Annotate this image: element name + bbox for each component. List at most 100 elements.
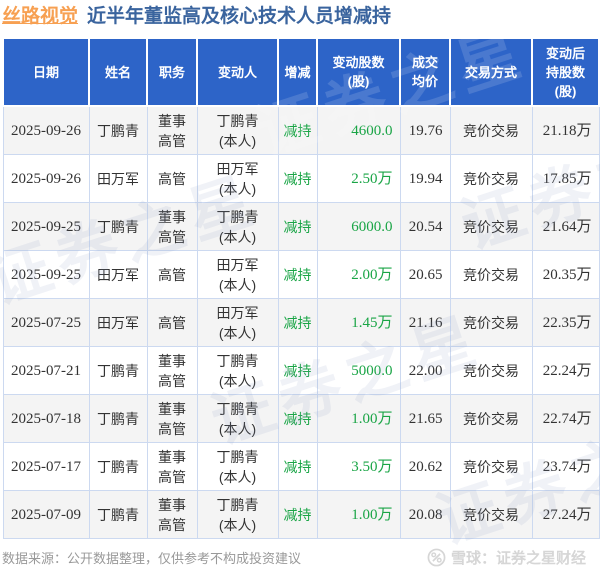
cell-position: 高管	[146, 250, 198, 299]
cell-name: 丁鹏青	[88, 202, 148, 251]
cell-position: 高管	[146, 298, 198, 347]
cell-avg-price: 20.54	[399, 202, 451, 251]
cell-avg-price: 22.00	[399, 346, 451, 395]
column-header: 变动人	[196, 37, 279, 107]
cell-position: 高管	[146, 154, 198, 203]
cell-avg-price: 20.65	[399, 250, 451, 299]
cell-shares-changed: 2.00万	[316, 250, 401, 299]
cell-position: 董事 高管	[146, 490, 198, 539]
cell-avg-price: 21.65	[399, 394, 451, 443]
table-row: 2025-07-18 丁鹏青 董事 高管 丁鹏青 (本人) 减持 1.00万 21.65 竞价…	[2, 394, 600, 443]
cell-name: 丁鹏青	[88, 105, 148, 155]
cell-shares-changed: 1.45万	[316, 298, 401, 347]
cell-trade-type: 竞价交易	[449, 250, 533, 299]
cell-shares-after: 23.74万	[531, 442, 600, 491]
cell-avg-price: 20.08	[399, 490, 451, 539]
cell-direction: 减持	[277, 346, 318, 395]
cell-date: 2025-09-26	[2, 105, 90, 155]
cell-date: 2025-07-18	[2, 394, 90, 443]
cell-shares-after: 22.35万	[531, 298, 600, 347]
cell-date: 2025-07-25	[2, 298, 90, 347]
brand-badge: 雪球：证券之星财经	[427, 547, 586, 568]
cell-direction: 减持	[277, 154, 318, 203]
cell-changer: 田万军 (本人)	[196, 250, 279, 299]
table-row: 2025-07-21 丁鹏青 董事 高管 丁鹏青 (本人) 减持 5000.0 22.00 竞…	[2, 346, 600, 395]
column-header: 变动后 持股数 (股)	[531, 37, 600, 107]
cell-changer: 田万军 (本人)	[196, 154, 279, 203]
cell-shares-changed: 5000.0	[316, 346, 401, 395]
cell-date: 2025-09-25	[2, 250, 90, 299]
cell-trade-type: 竞价交易	[449, 298, 533, 347]
stock-name-link[interactable]: 丝路视觉	[2, 6, 79, 27]
cell-date: 2025-07-17	[2, 442, 90, 491]
page-title: 丝路视觉 近半年董监高及核心技术人员增减持	[0, 0, 600, 37]
table-body: 2025-09-26 丁鹏青 董事 高管 丁鹏青 (本人) 减持 4600.0 19.76 竞…	[2, 105, 600, 539]
column-header: 成交 均价	[399, 37, 451, 107]
cell-shares-changed: 1.00万	[316, 394, 401, 443]
cell-shares-after: 22.24万	[531, 346, 600, 395]
table-row: 2025-09-26 丁鹏青 董事 高管 丁鹏青 (本人) 减持 4600.0 19.76 竞…	[2, 105, 600, 155]
cell-date: 2025-09-25	[2, 202, 90, 251]
cell-changer: 田万军 (本人)	[196, 298, 279, 347]
cell-trade-type: 竞价交易	[449, 105, 533, 155]
cell-direction: 减持	[277, 442, 318, 491]
cell-name: 田万军	[88, 250, 148, 299]
cell-position: 董事 高管	[146, 442, 198, 491]
cell-date: 2025-07-21	[2, 346, 90, 395]
cell-direction: 减持	[277, 298, 318, 347]
cell-direction: 减持	[277, 394, 318, 443]
cell-shares-changed: 1.00万	[316, 490, 401, 539]
table-header: 日期 姓名 职务 变动人 增减 变动股数 (股) 成交 均价 交易方式 变动后 持股数 (股)	[2, 37, 600, 107]
footer: 数据来源：公开数据整理，仅供参考不构成投资建议 雪球：证券之星财经	[2, 547, 598, 568]
cell-direction: 减持	[277, 105, 318, 155]
cell-name: 丁鹏青	[88, 442, 148, 491]
cell-direction: 减持	[277, 250, 318, 299]
column-header: 增减	[277, 37, 318, 107]
cell-shares-after: 20.35万	[531, 250, 600, 299]
cell-shares-after: 21.64万	[531, 202, 600, 251]
cell-avg-price: 20.62	[399, 442, 451, 491]
cell-avg-price: 19.94	[399, 154, 451, 203]
data-source-note: 数据来源：公开数据整理，仅供参考不构成投资建议	[2, 551, 302, 566]
cell-name: 丁鹏青	[88, 394, 148, 443]
cell-trade-type: 竞价交易	[449, 346, 533, 395]
cell-trade-type: 竞价交易	[449, 442, 533, 491]
cell-avg-price: 19.76	[399, 105, 451, 155]
cell-changer: 丁鹏青 (本人)	[196, 202, 279, 251]
cell-trade-type: 竞价交易	[449, 202, 533, 251]
cell-shares-changed: 6000.0	[316, 202, 401, 251]
cell-avg-price: 21.16	[399, 298, 451, 347]
cell-position: 董事 高管	[146, 105, 198, 155]
cell-position: 董事 高管	[146, 346, 198, 395]
brand-text: 雪球：证券之星财经	[450, 550, 586, 567]
cell-changer: 丁鹏青 (本人)	[196, 490, 279, 539]
cell-position: 董事 高管	[146, 202, 198, 251]
table-header-row: 日期 姓名 职务 变动人 增减 变动股数 (股) 成交 均价 交易方式 变动后 持股数 (股)	[2, 37, 600, 107]
column-header: 职务	[146, 37, 198, 107]
cell-direction: 减持	[277, 490, 318, 539]
cell-trade-type: 竞价交易	[449, 394, 533, 443]
table-row: 2025-07-09 丁鹏青 董事 高管 丁鹏青 (本人) 减持 1.00万 20.08 竞价…	[2, 490, 600, 539]
cell-name: 丁鹏青	[88, 490, 148, 539]
table-row: 2025-07-25 田万军 高管 田万军 (本人) 减持 1.45万 21.16 竞价交易 2…	[2, 298, 600, 347]
table-row: 2025-07-17 丁鹏青 董事 高管 丁鹏青 (本人) 减持 3.50万 20.62 竞价…	[2, 442, 600, 491]
column-header: 日期	[2, 37, 90, 107]
cell-trade-type: 竞价交易	[449, 154, 533, 203]
cell-shares-after: 21.18万	[531, 105, 600, 155]
column-header: 交易方式	[449, 37, 533, 107]
cell-name: 田万军	[88, 154, 148, 203]
cell-shares-changed: 2.50万	[316, 154, 401, 203]
column-header: 姓名	[88, 37, 148, 107]
column-header: 变动股数 (股)	[316, 37, 401, 107]
xueqiu-logo-icon	[427, 548, 446, 567]
cell-shares-changed: 3.50万	[316, 442, 401, 491]
cell-changer: 丁鹏青 (本人)	[196, 442, 279, 491]
cell-shares-changed: 4600.0	[316, 105, 401, 155]
cell-shares-after: 17.85万	[531, 154, 600, 203]
cell-shares-after: 22.74万	[531, 394, 600, 443]
cell-trade-type: 竞价交易	[449, 490, 533, 539]
cell-changer: 丁鹏青 (本人)	[196, 105, 279, 155]
title-text: 近半年董监高及核心技术人员增减持	[87, 6, 392, 27]
cell-changer: 丁鹏青 (本人)	[196, 394, 279, 443]
cell-date: 2025-07-09	[2, 490, 90, 539]
